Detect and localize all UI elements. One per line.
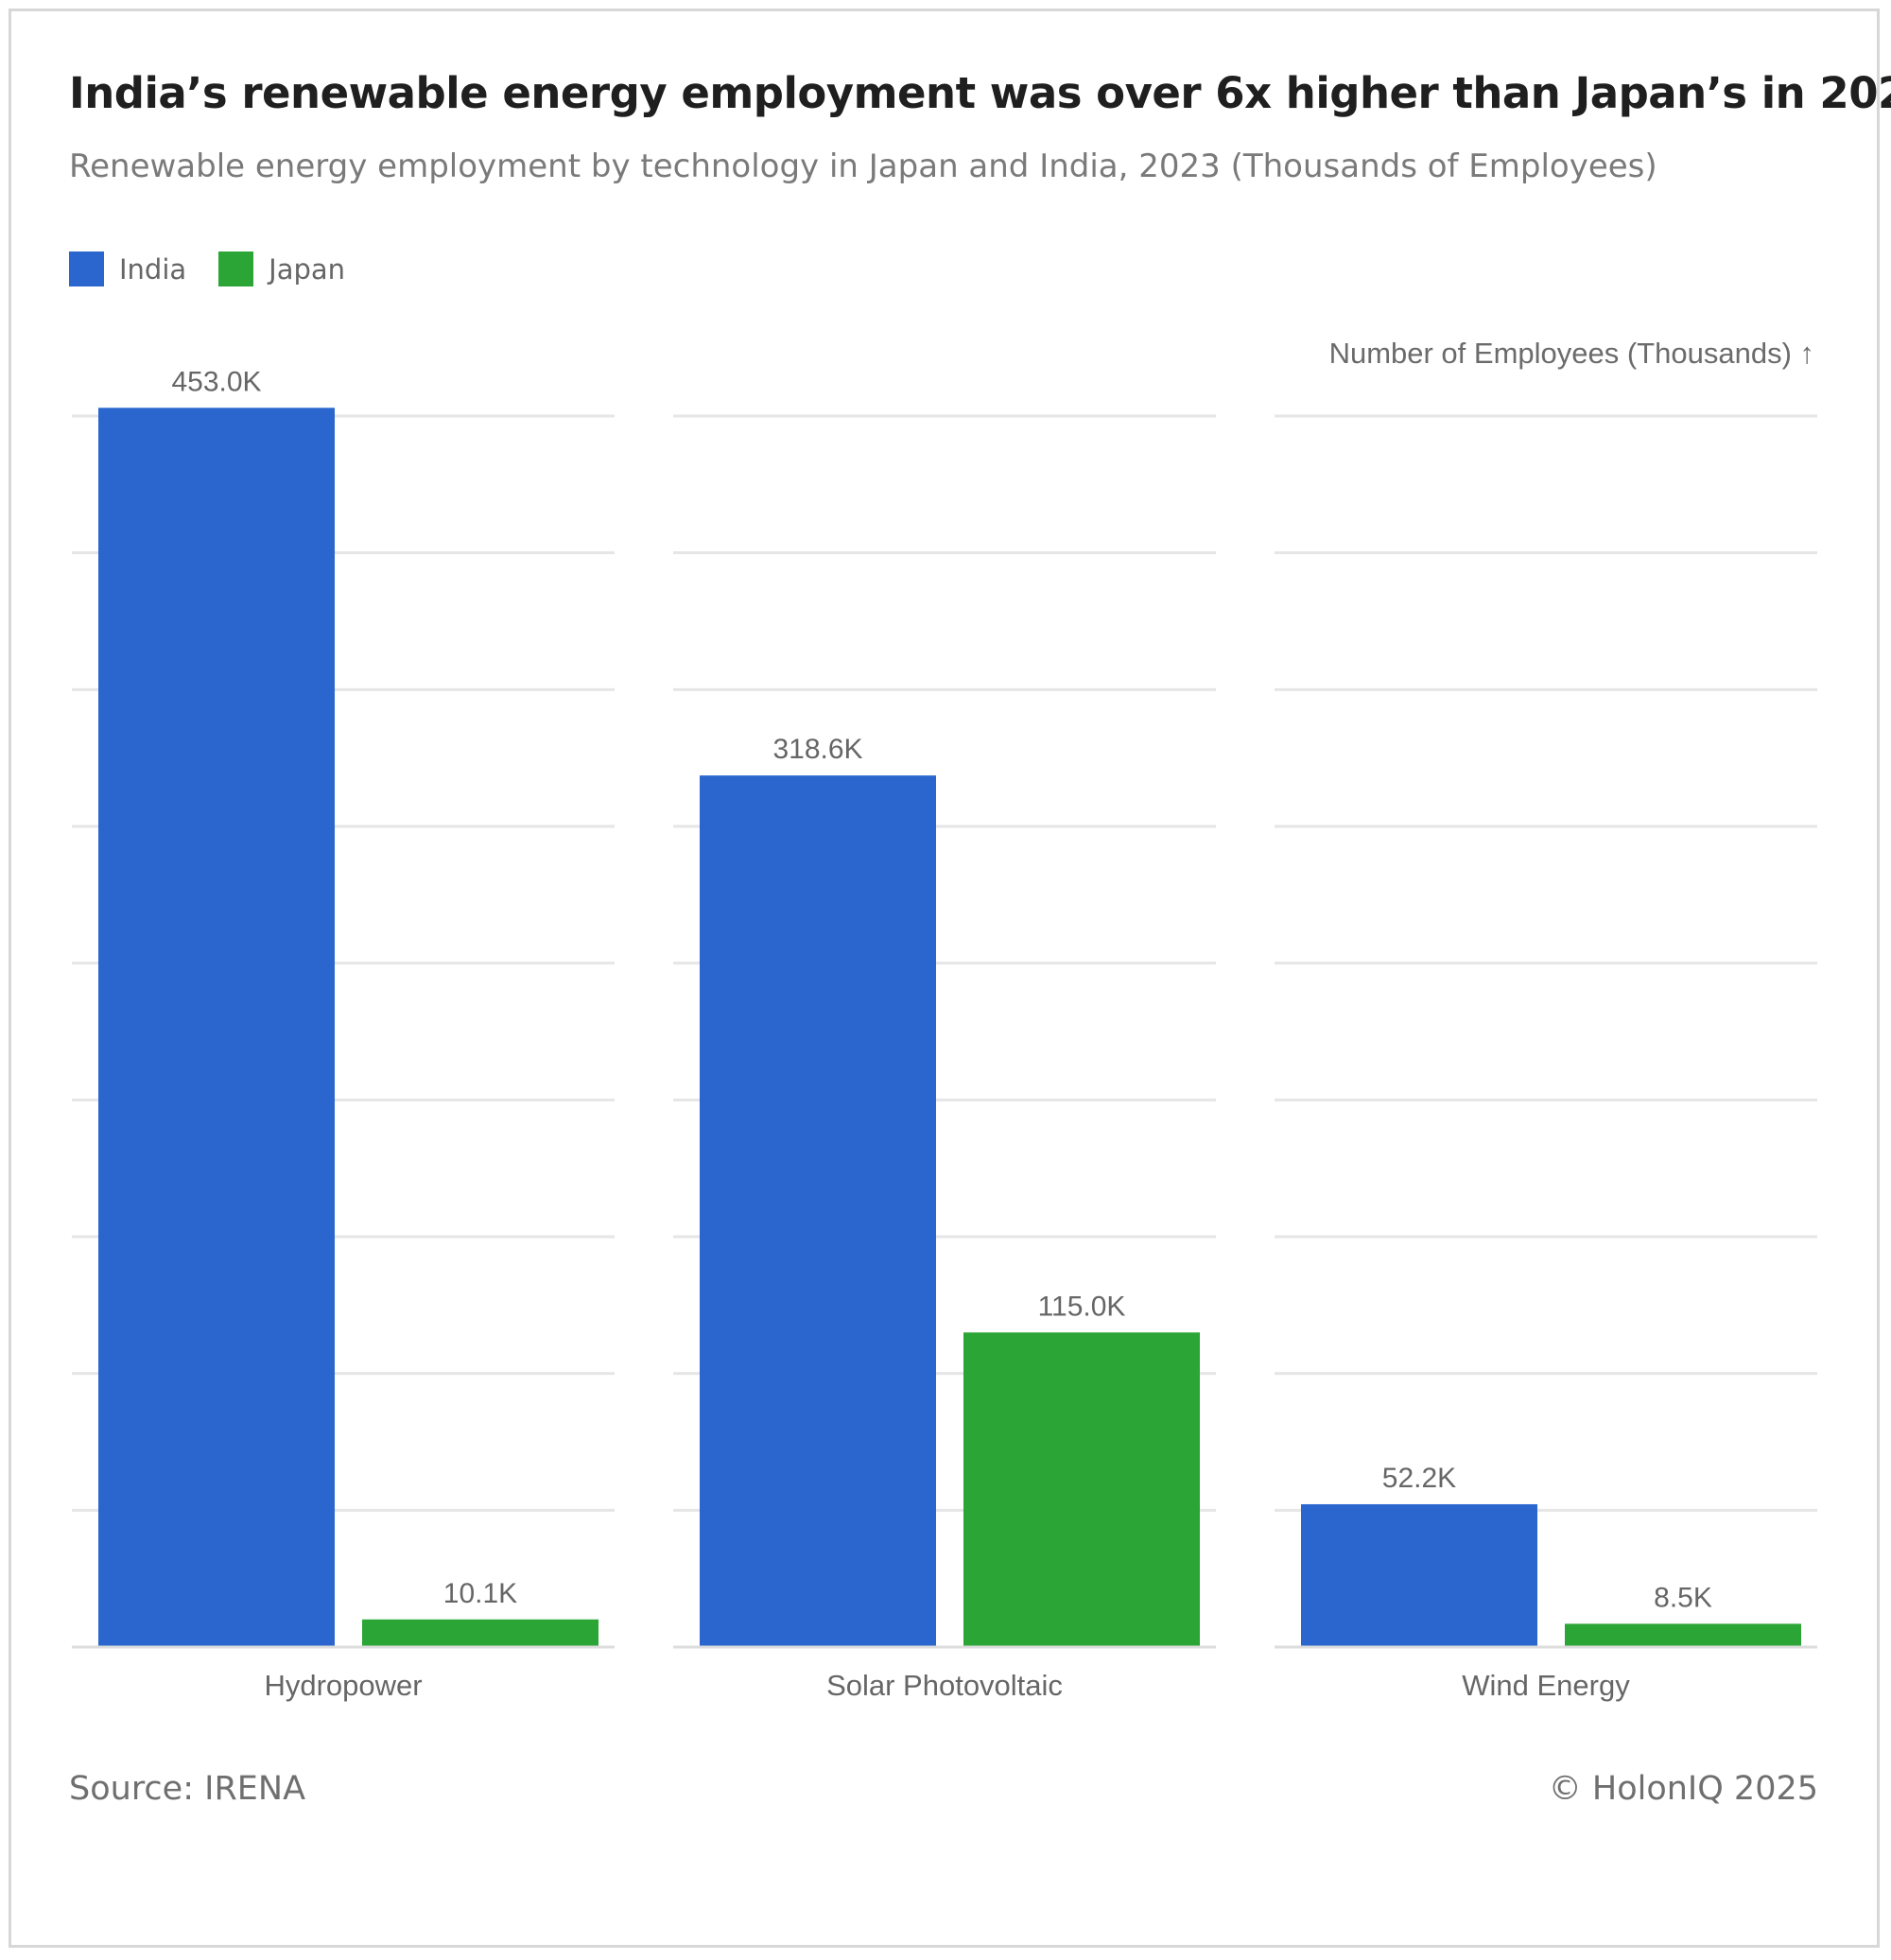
category-label: Wind Energy [1462, 1669, 1630, 1702]
data-label: 318.6K [772, 734, 862, 765]
copyright-note: © HolonIQ 2025 [1548, 1770, 1818, 1808]
data-label: 10.1K [443, 1578, 517, 1609]
bar-japan [1565, 1623, 1801, 1647]
category-label: Hydropower [264, 1669, 422, 1702]
legend-item-india[interactable]: India [69, 252, 186, 286]
bar-india [700, 775, 936, 1647]
chart-subtitle: Renewable energy employment by technolog… [69, 147, 1657, 185]
legend-label-india: India [119, 252, 187, 286]
data-label: 115.0K [1038, 1291, 1126, 1322]
y-axis-title: Number of Employees (Thousands) ↑ [1328, 337, 1814, 370]
bar-japan [963, 1332, 1200, 1647]
chart-title: India’s renewable energy employment was … [69, 68, 1891, 118]
data-label: 52.2K [1382, 1463, 1456, 1494]
source-note: Source: IRENA [69, 1770, 306, 1808]
legend-swatch-india [69, 252, 104, 286]
bar-japan [362, 1619, 599, 1647]
category-label: Solar Photovoltaic [826, 1669, 1063, 1702]
bar-india [98, 408, 335, 1647]
data-label: 453.0K [171, 366, 261, 397]
legend-item-japan[interactable]: Japan [218, 252, 345, 286]
bar-india [1301, 1503, 1537, 1647]
legend-label-japan: Japan [269, 252, 346, 286]
legend: India Japan [69, 252, 377, 286]
data-label: 8.5K [1654, 1582, 1712, 1613]
legend-swatch-japan [218, 252, 254, 286]
